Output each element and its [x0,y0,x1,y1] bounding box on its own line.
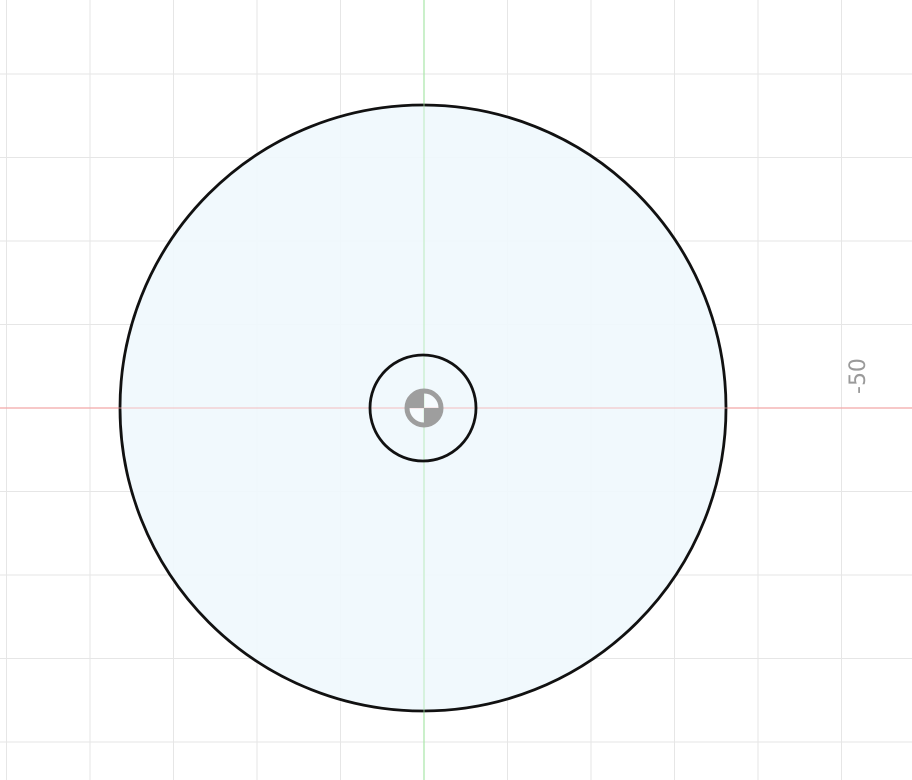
ruler-label: -50 [846,358,871,394]
origin-point-icon[interactable] [404,388,444,428]
inner-circle[interactable] [368,353,478,463]
